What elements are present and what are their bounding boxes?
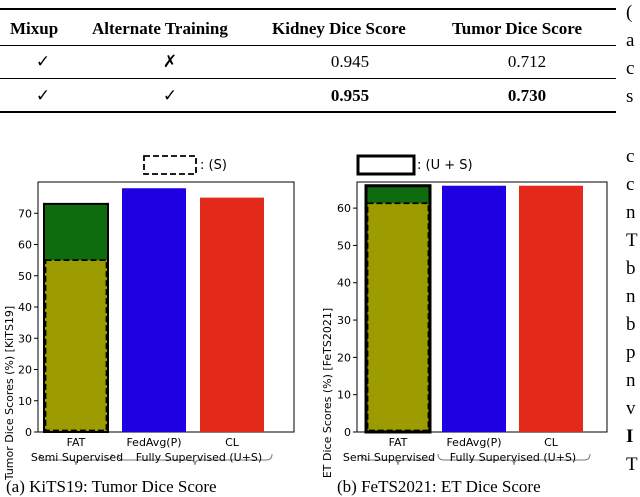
chart-fets2021-et-dice: : (U + S) 0 10 20 30 40 50 60 FAT FedAvg(P) CL ET… bbox=[322, 154, 608, 478]
header-tumor-dice: Tumor Dice Score bbox=[452, 19, 583, 38]
side-text-1: a bbox=[626, 30, 635, 51]
y-tick-label: 20 bbox=[18, 364, 32, 377]
bar-cl bbox=[200, 197, 264, 432]
side-text-12: n bbox=[626, 370, 636, 391]
y-tick-label: 30 bbox=[337, 314, 351, 327]
y-tick-label: 50 bbox=[18, 270, 32, 283]
chart-b-fully-label: Fully Supervised (U+S) bbox=[450, 451, 576, 464]
legend-solid-swatch bbox=[356, 154, 416, 176]
brace-semi bbox=[39, 453, 113, 466]
caption-a: (a) KiTS19: Tumor Dice Score bbox=[6, 477, 217, 496]
bar-fat-semi bbox=[44, 260, 108, 432]
y-tick-label: 10 bbox=[337, 389, 351, 402]
y-tick-label: 20 bbox=[337, 351, 351, 364]
x-tick-label: CL bbox=[225, 436, 240, 449]
chart-a-fully-label: Fully Supervised (U+S) bbox=[136, 451, 262, 464]
chart-b-ylabel: ET Dice Scores (%) [FeTS2021] bbox=[322, 308, 334, 478]
y-tick-label: 10 bbox=[18, 395, 32, 408]
side-text-0: ( bbox=[626, 2, 633, 23]
side-text-2: c bbox=[626, 58, 635, 79]
caption-b: (b) FeTS2021: ET Dice Score bbox=[337, 477, 541, 496]
row2-mixup: ✓ bbox=[35, 86, 51, 105]
legend-s-label: : (S) bbox=[200, 158, 227, 173]
chart-a-semi-label: Semi Supervised bbox=[31, 451, 123, 464]
bar-fat-outline bbox=[364, 184, 432, 434]
chart-kits19-tumor-dice: : (S) 0 10 20 30 40 50 60 70 FAT FedAvg(P) CL Tumo… bbox=[3, 155, 295, 480]
table-row-rule bbox=[0, 78, 616, 79]
row1-mixup: ✓ bbox=[35, 52, 51, 71]
side-text-10: b bbox=[626, 314, 636, 335]
side-text-6: n bbox=[626, 202, 636, 223]
row2-tumor: 0.730 bbox=[507, 86, 547, 105]
legend-us-label: : (U + S) bbox=[417, 158, 473, 173]
header-kidney-dice: Kidney Dice Score bbox=[272, 19, 406, 38]
x-tick-label: FedAvg(P) bbox=[126, 436, 181, 449]
chart-b-semi-label: Semi Supervised bbox=[343, 451, 435, 464]
brace-fully bbox=[437, 453, 591, 466]
side-text-15: T bbox=[626, 454, 638, 475]
side-text-13: v bbox=[626, 398, 636, 419]
y-tick-label: 40 bbox=[337, 277, 351, 290]
table-top-rule bbox=[0, 8, 616, 10]
bar-fat-outline bbox=[43, 202, 109, 433]
side-text-8: b bbox=[626, 258, 636, 279]
row1-kidney: 0.945 bbox=[330, 52, 370, 71]
brace-fully bbox=[117, 453, 273, 466]
side-text-3: s bbox=[626, 86, 634, 107]
row1-tumor: 0.712 bbox=[507, 52, 547, 71]
bar-fat-semi-dashed-outline bbox=[366, 202, 430, 432]
bar-fat-semi-dashed-outline bbox=[44, 259, 108, 432]
header-mixup: Mixup bbox=[10, 19, 59, 38]
bar-cl bbox=[519, 185, 583, 432]
table-bottom-rule bbox=[0, 111, 616, 113]
bar-fedavg bbox=[442, 185, 506, 432]
y-tick-label: 0 bbox=[344, 426, 351, 439]
bar-fat-semi bbox=[366, 203, 430, 432]
y-tick-label: 70 bbox=[18, 207, 32, 220]
header-alternate-training: Alternate Training bbox=[92, 19, 228, 38]
y-tick-label: 30 bbox=[18, 332, 32, 345]
row2-alternate: ✓ bbox=[162, 86, 178, 105]
row1-alternate: ✗ bbox=[162, 52, 178, 71]
bar-fedavg bbox=[122, 188, 186, 432]
brace-semi bbox=[361, 453, 435, 466]
x-tick-label: FAT bbox=[389, 436, 408, 449]
side-text-7: T bbox=[626, 230, 638, 251]
table-mid-rule bbox=[0, 45, 616, 46]
legend-dashed-swatch bbox=[143, 155, 197, 175]
side-text-14: I bbox=[626, 426, 634, 447]
side-text-5: c bbox=[626, 174, 635, 195]
side-text-4: c bbox=[626, 146, 635, 167]
y-tick-label: 50 bbox=[337, 239, 351, 252]
side-text-11: p bbox=[626, 342, 636, 363]
x-tick-label: FAT bbox=[67, 436, 86, 449]
y-tick-label: 60 bbox=[337, 202, 351, 215]
row2-kidney: 0.955 bbox=[330, 86, 370, 105]
chart-a-ylabel: Tumor Dice Scores (%) [KiTS19] bbox=[3, 306, 16, 480]
x-tick-label: FedAvg(P) bbox=[446, 436, 501, 449]
side-text-9: n bbox=[626, 286, 636, 307]
y-tick-label: 0 bbox=[25, 426, 32, 439]
x-tick-label: CL bbox=[544, 436, 559, 449]
y-tick-label: 40 bbox=[18, 301, 32, 314]
y-tick-label: 60 bbox=[18, 239, 32, 252]
